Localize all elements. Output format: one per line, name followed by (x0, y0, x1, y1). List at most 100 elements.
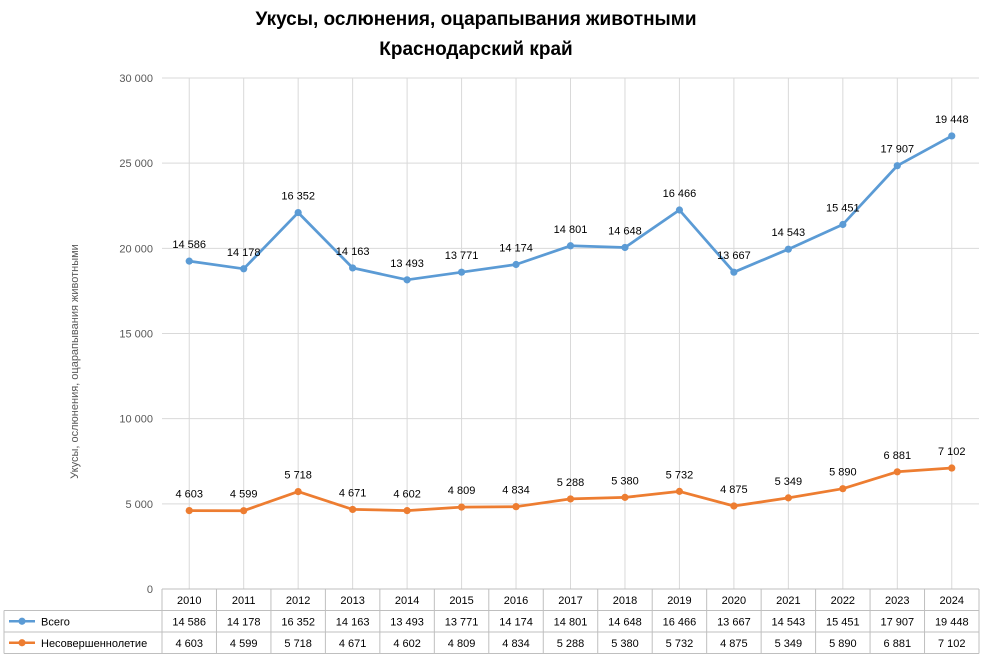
data-point-total (294, 208, 302, 217)
data-point-minors (185, 506, 193, 515)
table-cell-total: 13 667 (717, 617, 751, 629)
x-category-label: 2020 (722, 595, 746, 607)
data-point-total (403, 276, 411, 284)
y-axis-label: Укусы, ослюнения, оцарапывания животными (69, 244, 81, 479)
data-point-minors (512, 503, 520, 511)
data-label-minors: 5 349 (775, 476, 803, 488)
data-point-total (566, 242, 575, 250)
x-category-label: 2021 (776, 595, 800, 607)
data-label-minors: 5 890 (829, 467, 857, 479)
data-label-total: 17 907 (880, 144, 914, 156)
table-cell-minors: 5 890 (829, 638, 857, 650)
data-point-total (893, 162, 901, 170)
data-point-minors (621, 493, 629, 501)
table-cell-total: 13 493 (390, 617, 424, 629)
table-cell-total: 14 163 (336, 617, 370, 629)
data-label-minors: 4 671 (339, 487, 367, 499)
table-cell-total: 16 352 (281, 617, 315, 629)
data-label-total: 14 801 (554, 224, 588, 236)
table-cell-minors: 4 603 (175, 638, 203, 650)
table-cell-total: 19 448 (935, 617, 969, 629)
y-tick-label: 20 000 (119, 243, 153, 255)
data-point-minors (403, 507, 411, 515)
data-point-total (185, 257, 193, 265)
table-cell-minors: 4 599 (230, 638, 258, 650)
x-category-label: 2017 (558, 595, 582, 607)
data-label-total: 16 352 (281, 191, 315, 203)
data-point-total (784, 245, 792, 253)
data-label-total: 13 771 (445, 250, 479, 262)
y-tick-label: 25 000 (119, 158, 153, 170)
data-point-minors (675, 487, 684, 495)
data-label-minors: 5 288 (557, 477, 585, 489)
data-point-minors (784, 494, 792, 502)
table-cell-total: 14 801 (554, 617, 588, 629)
data-point-minors (948, 464, 956, 472)
data-label-total: 14 586 (172, 239, 206, 251)
table-cell-total: 16 466 (663, 617, 697, 629)
data-point-total (457, 268, 466, 276)
x-category-label: 2023 (885, 595, 909, 607)
table-cell-total: 14 543 (772, 617, 806, 629)
legend-label-minors: Несовершеннолетие (41, 638, 147, 650)
data-point-total (948, 132, 956, 140)
x-category-label: 2024 (940, 595, 964, 607)
x-category-label: 2010 (177, 595, 201, 607)
table-cell-minors: 4 671 (339, 638, 367, 650)
data-label-minors: 6 881 (884, 450, 912, 462)
data-label-total: 14 174 (499, 243, 533, 255)
data-label-total: 16 466 (663, 188, 697, 200)
data-point-minors (240, 507, 248, 515)
data-point-minors (457, 503, 466, 511)
x-category-label: 2012 (286, 595, 310, 607)
table-cell-minors: 4 834 (502, 638, 530, 650)
x-category-label: 2015 (449, 595, 473, 607)
data-label-total: 14 163 (336, 246, 370, 258)
data-label-minors: 4 809 (448, 485, 476, 497)
data-point-total (621, 243, 629, 252)
table-cell-total: 15 451 (826, 617, 860, 629)
table-cell-minors: 4 809 (448, 638, 476, 650)
y-tick-label: 0 (147, 584, 153, 596)
chart-title-line1: Укусы, ослюнения, оцарапывания животными (255, 9, 696, 30)
x-category-label: 2019 (667, 595, 691, 607)
x-category-label: 2014 (395, 595, 419, 607)
table-cell-total: 17 907 (880, 617, 914, 629)
data-label-minors: 4 602 (393, 489, 421, 501)
data-point-minors (566, 495, 575, 503)
legend-marker-total (18, 617, 26, 625)
legend-label-total: Всего (41, 617, 70, 629)
legend-marker-minors (18, 639, 26, 647)
data-label-total: 14 178 (227, 247, 261, 259)
table-cell-total: 14 648 (608, 617, 642, 629)
data-point-total (675, 206, 684, 214)
chart-title-line2: Краснодарский край (379, 39, 572, 60)
data-label-minors: 4 875 (720, 484, 748, 496)
y-tick-label: 15 000 (119, 329, 153, 341)
data-label-total: 13 493 (390, 258, 424, 270)
data-point-minors (839, 485, 847, 493)
data-point-minors (893, 468, 901, 476)
table-cell-total: 14 178 (227, 617, 261, 629)
x-category-label: 2013 (340, 595, 364, 607)
data-label-total: 13 667 (717, 250, 751, 262)
x-category-label: 2018 (613, 595, 637, 607)
data-point-total (349, 264, 357, 272)
data-point-total (839, 220, 847, 229)
y-tick-label: 10 000 (119, 414, 153, 426)
y-tick-label: 30 000 (119, 73, 153, 85)
table-cell-minors: 4 602 (393, 638, 421, 650)
table-cell-minors: 5 718 (284, 638, 312, 650)
x-category-label: 2011 (232, 595, 256, 607)
x-category-label: 2016 (504, 595, 528, 607)
data-label-minors: 7 102 (938, 446, 966, 458)
data-point-total (240, 265, 248, 273)
table-cell-minors: 5 380 (611, 638, 639, 650)
data-point-minors (730, 502, 738, 510)
x-category-label: 2022 (831, 595, 855, 607)
data-point-total (512, 260, 520, 269)
table-cell-minors: 4 875 (720, 638, 748, 650)
data-label-total: 14 648 (608, 225, 642, 237)
data-label-minors: 4 834 (502, 485, 530, 497)
